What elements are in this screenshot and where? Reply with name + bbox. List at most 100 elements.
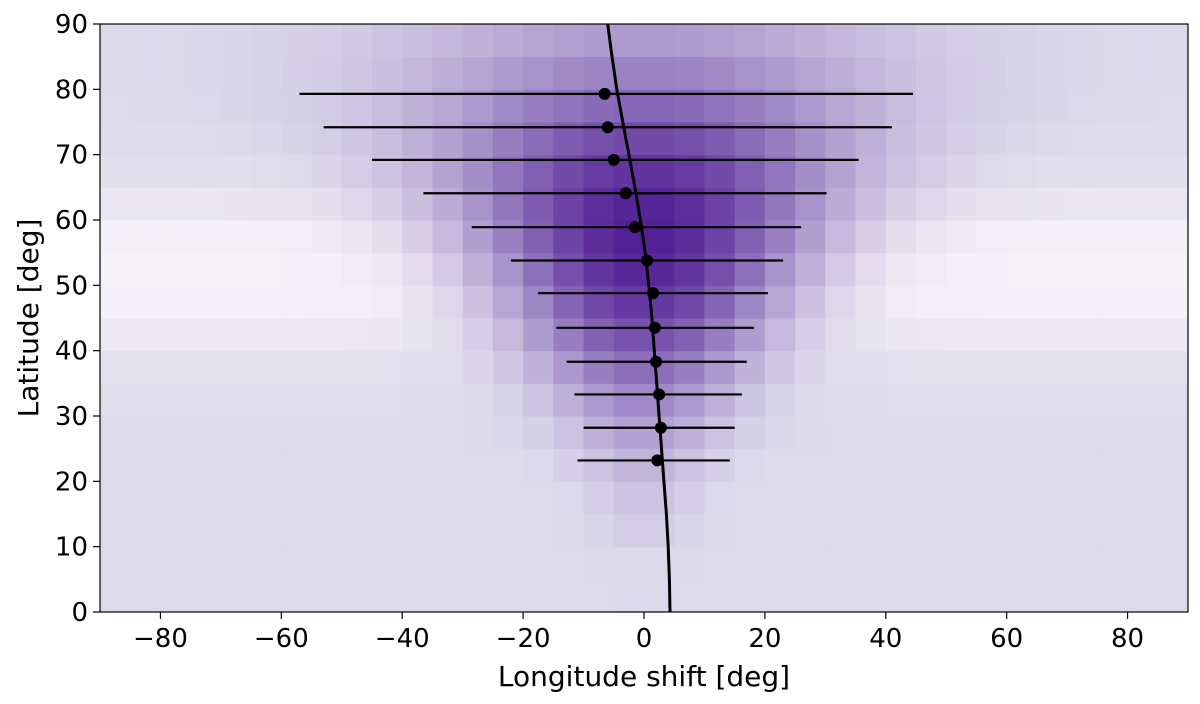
heatmap-cell xyxy=(704,481,736,515)
heatmap-cell xyxy=(734,56,766,90)
heatmap-cell xyxy=(372,285,403,319)
heatmap-cell xyxy=(976,24,1008,58)
heatmap-cell xyxy=(341,220,373,254)
heatmap-cell xyxy=(402,318,433,352)
heatmap-cell xyxy=(583,514,615,548)
heatmap-cell xyxy=(311,220,343,254)
heatmap-cell xyxy=(100,89,131,123)
heatmap-cell xyxy=(674,318,705,352)
heatmap-cell xyxy=(1157,579,1189,613)
heatmap-cell xyxy=(462,350,494,384)
heatmap-cell xyxy=(372,514,403,548)
heatmap-cell xyxy=(825,24,857,58)
heatmap-cell xyxy=(976,56,1008,90)
heatmap-cell xyxy=(281,220,313,254)
heatmap-cell xyxy=(1067,416,1098,450)
heatmap-cell xyxy=(916,56,947,90)
heatmap-cell xyxy=(1127,318,1159,352)
heatmap-cell xyxy=(402,448,433,482)
heatmap-cell xyxy=(251,24,282,58)
heatmap-cell xyxy=(160,285,192,319)
heatmap-cell xyxy=(523,24,554,58)
heatmap-cell xyxy=(1036,383,1068,417)
heatmap-cell xyxy=(946,285,977,319)
heatmap-cell xyxy=(1067,154,1098,188)
heatmap-cell xyxy=(523,514,554,548)
heatmap-cell xyxy=(1036,546,1068,580)
heatmap-cell xyxy=(130,122,161,156)
heatmap-cell xyxy=(946,89,977,123)
data-point xyxy=(601,121,614,134)
heatmap-cell xyxy=(734,318,766,352)
heatmap-cell xyxy=(734,514,766,548)
heatmap-cell xyxy=(190,546,222,580)
heatmap-cell xyxy=(825,350,857,384)
heatmap-cell xyxy=(281,448,313,482)
x-tick-label: 20 xyxy=(748,624,781,654)
heatmap-cell xyxy=(613,285,645,319)
heatmap-cell xyxy=(372,220,403,254)
x-tick-label: 60 xyxy=(990,624,1023,654)
heatmap-cell xyxy=(1097,514,1129,548)
heatmap-cell xyxy=(946,56,977,90)
heatmap-cell xyxy=(341,187,373,221)
heatmap-cell xyxy=(1157,481,1189,515)
heatmap-cell xyxy=(674,514,705,548)
heatmap-cell xyxy=(372,579,403,613)
heatmap-cell xyxy=(402,350,433,384)
heatmap-cell xyxy=(281,579,313,613)
heatmap-cell xyxy=(311,514,343,548)
heatmap-cell xyxy=(764,318,796,352)
heatmap-cell xyxy=(281,56,313,90)
heatmap-cell xyxy=(764,350,796,384)
heatmap-cell xyxy=(825,448,857,482)
heatmap-cell xyxy=(341,514,373,548)
heatmap-cell xyxy=(311,546,343,580)
heatmap-cell xyxy=(704,56,736,90)
heatmap-cell xyxy=(492,220,524,254)
heatmap-cell xyxy=(976,187,1008,221)
heatmap-cell xyxy=(492,56,524,90)
heatmap-cell xyxy=(190,24,222,58)
heatmap-cell xyxy=(795,481,826,515)
heatmap-cell xyxy=(402,514,433,548)
heatmap-cell xyxy=(825,252,857,286)
heatmap-cell xyxy=(492,481,524,515)
heatmap-cell xyxy=(795,514,826,548)
heatmap-cell xyxy=(553,383,585,417)
heatmap xyxy=(100,24,1189,613)
heatmap-cell xyxy=(1036,514,1068,548)
heatmap-cell xyxy=(130,514,161,548)
heatmap-cell xyxy=(160,154,192,188)
heatmap-cell xyxy=(976,252,1008,286)
heatmap-cell xyxy=(311,481,343,515)
heatmap-cell xyxy=(462,285,494,319)
heatmap-cell xyxy=(372,416,403,450)
heatmap-cell xyxy=(946,252,977,286)
heatmap-cell xyxy=(613,24,645,58)
heatmap-cell xyxy=(100,252,131,286)
heatmap-cell xyxy=(311,579,343,613)
heatmap-cell xyxy=(100,56,131,90)
heatmap-cell xyxy=(916,24,947,58)
heatmap-cell xyxy=(916,448,947,482)
heatmap-cell xyxy=(251,122,282,156)
heatmap-cell xyxy=(1067,350,1098,384)
heatmap-cell xyxy=(432,383,464,417)
heatmap-cell xyxy=(1006,383,1038,417)
heatmap-cell xyxy=(1157,318,1189,352)
heatmap-cell xyxy=(674,481,705,515)
heatmap-cell xyxy=(432,350,464,384)
heatmap-cell xyxy=(402,481,433,515)
points-layer xyxy=(598,87,667,467)
heatmap-cell xyxy=(1067,56,1098,90)
heatmap-cell xyxy=(492,416,524,450)
y-axis: 0 10 20 30 40 50 60 70 80 90 xyxy=(55,10,100,628)
heatmap-cell xyxy=(372,481,403,515)
heatmap-cell xyxy=(855,187,887,221)
x-tick-label: −60 xyxy=(254,624,309,654)
heatmap-cell xyxy=(462,220,494,254)
heatmap-cell xyxy=(734,252,766,286)
heatmap-cell xyxy=(946,24,977,58)
